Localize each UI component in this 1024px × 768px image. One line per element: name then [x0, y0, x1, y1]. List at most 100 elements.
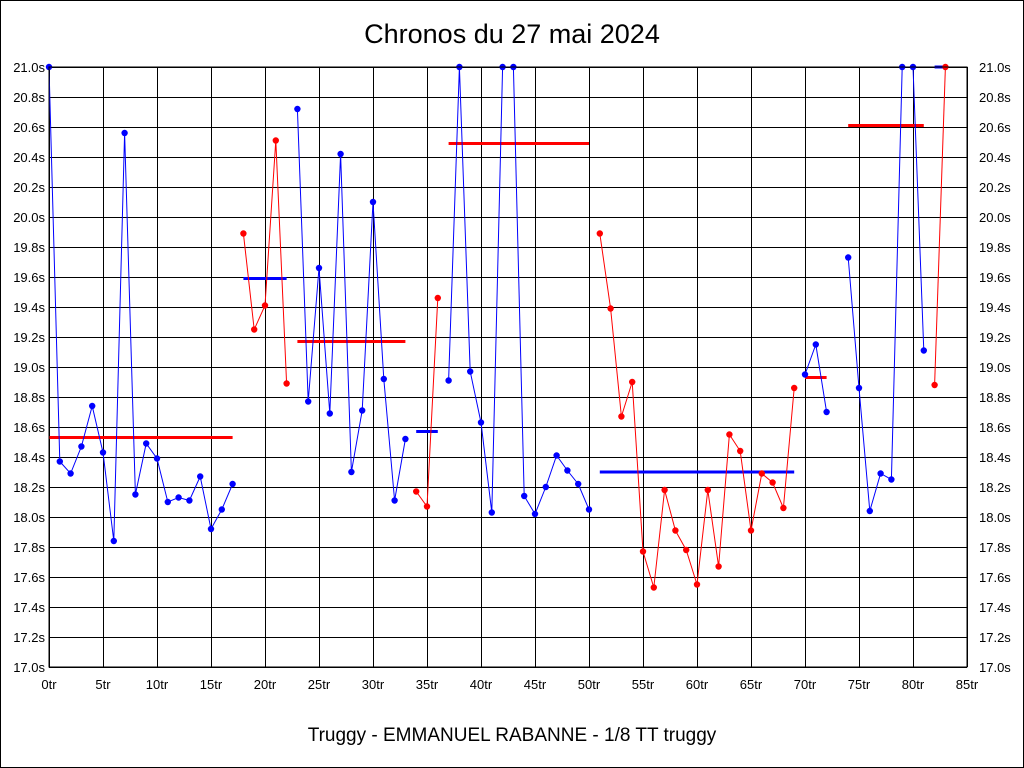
- data-point: [78, 443, 85, 450]
- data-point: [337, 150, 344, 158]
- data-point: [747, 527, 755, 534]
- data-point: [251, 326, 258, 333]
- y-tick-label-left: 18.8s: [13, 390, 45, 405]
- y-tick-label-left: 19.2s: [13, 330, 45, 345]
- data-point: [531, 510, 539, 518]
- series-layer: [45, 63, 949, 591]
- chart-footer: Truggy - EMMANUEL RABANNE - 1/8 TT trugg…: [308, 725, 717, 746]
- x-tick-label: 70tr: [794, 677, 817, 692]
- x-tick-label: 0tr: [41, 677, 57, 692]
- tick-labels: 0tr 5tr 10tr 15tr 20tr 25tr 30tr 35tr 40tr 45tr 50…: [13, 60, 1011, 692]
- x-tick-label: 5tr: [95, 677, 111, 692]
- data-point: [445, 377, 452, 384]
- data-point: [434, 294, 441, 302]
- y-tick-label-right: 19.8s: [979, 240, 1011, 255]
- y-tick-label-right: 17.6s: [979, 570, 1011, 585]
- y-tick-label-right: 18.4s: [979, 450, 1011, 465]
- data-point: [326, 410, 333, 417]
- data-point: [726, 431, 733, 438]
- data-point: [359, 407, 366, 414]
- data-point: [585, 506, 593, 513]
- x-tick-label: 40tr: [470, 677, 493, 692]
- data-point: [758, 470, 765, 477]
- data-point: [272, 137, 279, 144]
- data-point: [99, 449, 107, 456]
- y-tick-label-left: 20.2s: [13, 180, 45, 195]
- x-tick-label: 80tr: [902, 677, 925, 692]
- data-point: [369, 198, 377, 206]
- data-point: [132, 491, 139, 498]
- x-tick-label: 25tr: [308, 677, 331, 692]
- y-tick-label-left: 17.2s: [13, 630, 45, 645]
- data-point: [153, 455, 161, 462]
- x-tick-label: 15tr: [200, 677, 223, 692]
- y-tick-label-left: 17.8s: [13, 540, 45, 555]
- data-point: [413, 488, 420, 495]
- data-point: [175, 494, 182, 501]
- y-tick-label-left: 19.6s: [13, 270, 45, 285]
- data-point: [186, 497, 193, 504]
- y-tick-label-right: 17.8s: [979, 540, 1011, 555]
- y-tick-label-left: 21.0s: [13, 60, 45, 75]
- x-tick-label: 55tr: [632, 677, 655, 692]
- y-tick-label-right: 19.0s: [979, 360, 1011, 375]
- plot-area-border: [48, 66, 968, 668]
- x-tick-label: 10tr: [146, 677, 169, 692]
- chart-title: Chronos du 27 mai 2024: [364, 19, 660, 49]
- y-tick-label-left: 19.8s: [13, 240, 45, 255]
- data-point: [607, 305, 614, 312]
- data-point: [402, 435, 409, 443]
- data-point: [305, 398, 312, 405]
- data-point: [143, 440, 150, 447]
- data-point: [769, 479, 776, 486]
- data-point: [283, 380, 290, 387]
- data-point: [207, 525, 215, 533]
- data-point: [110, 537, 118, 545]
- x-tick-label: 65tr: [740, 677, 763, 692]
- data-point: [197, 473, 204, 480]
- data-point: [89, 402, 96, 410]
- y-tick-label-right: 18.6s: [979, 420, 1011, 435]
- data-point: [380, 375, 387, 383]
- y-tick-label-right: 17.4s: [979, 600, 1011, 615]
- data-point: [261, 302, 269, 309]
- x-tick-label: 45tr: [524, 677, 547, 692]
- data-point: [229, 480, 236, 488]
- y-tick-label-left: 19.0s: [13, 360, 45, 375]
- data-point: [823, 408, 830, 416]
- data-point: [423, 503, 431, 510]
- data-point: [639, 548, 647, 555]
- y-tick-label-left: 18.4s: [13, 450, 45, 465]
- data-point: [888, 476, 895, 483]
- data-point: [650, 584, 657, 591]
- data-point: [294, 105, 301, 113]
- x-tick-label: 35tr: [416, 677, 439, 692]
- data-point: [801, 371, 809, 378]
- data-point: [521, 492, 528, 500]
- data-point: [348, 468, 355, 476]
- data-point: [715, 563, 722, 570]
- y-tick-label-right: 20.2s: [979, 180, 1011, 195]
- data-point: [812, 341, 819, 348]
- y-tick-label-left: 18.6s: [13, 420, 45, 435]
- y-tick-label-right: 20.6s: [979, 120, 1011, 135]
- y-tick-label-left: 18.2s: [13, 480, 45, 495]
- data-point: [920, 347, 927, 354]
- data-point: [672, 527, 679, 534]
- data-point: [67, 470, 74, 477]
- data-point: [240, 230, 247, 237]
- data-point: [931, 381, 938, 389]
- y-tick-label-left: 20.6s: [13, 120, 45, 135]
- x-tick-label: 60tr: [686, 677, 709, 692]
- y-tick-label-left: 20.0s: [13, 210, 45, 225]
- data-point: [877, 470, 884, 477]
- data-point: [661, 486, 668, 494]
- y-tick-label-right: 19.6s: [979, 270, 1011, 285]
- y-tick-label-left: 20.8s: [13, 90, 45, 105]
- series-line: [296, 108, 406, 501]
- y-tick-label-right: 17.2s: [979, 630, 1011, 645]
- data-point: [477, 419, 485, 426]
- data-point: [164, 498, 171, 506]
- x-tick-label: 85tr: [956, 677, 979, 692]
